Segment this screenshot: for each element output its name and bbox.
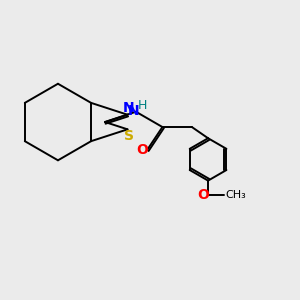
Text: N: N xyxy=(122,101,134,115)
Text: N: N xyxy=(128,104,140,118)
Text: CH₃: CH₃ xyxy=(226,190,247,200)
Text: H: H xyxy=(138,99,147,112)
Text: O: O xyxy=(136,143,148,157)
Text: S: S xyxy=(124,129,134,143)
Text: O: O xyxy=(198,188,210,202)
